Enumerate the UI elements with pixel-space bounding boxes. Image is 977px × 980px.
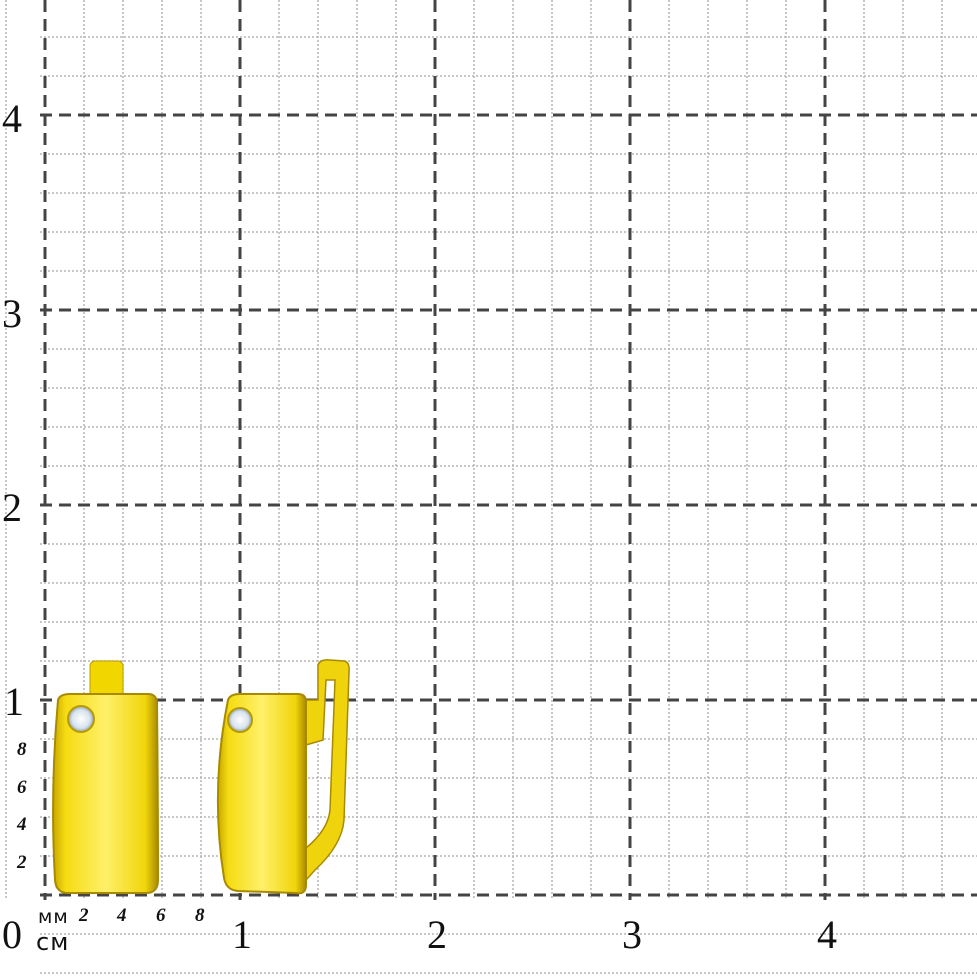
mm-x-label-4: 4: [117, 905, 127, 926]
earring-front: [52, 660, 160, 894]
cm-unit-label: см: [36, 928, 70, 956]
mm-y-label-8: 8: [17, 739, 27, 760]
mm-x-label-6: 6: [156, 905, 166, 926]
gem-icon: [227, 707, 253, 733]
mm-unit-label: мм: [38, 906, 69, 928]
cm-y-label-1: 1: [4, 679, 24, 724]
mm-y-label-2: 2: [17, 852, 27, 873]
cm-y-label-2: 2: [2, 485, 22, 530]
gem-icon: [67, 705, 95, 733]
earring-side: [216, 659, 350, 895]
cm-x-label-1: 1: [232, 912, 252, 957]
cm-x-label-2: 2: [427, 912, 447, 957]
mm-x-label-8: 8: [195, 905, 205, 926]
mm-y-label-4: 4: [17, 814, 27, 835]
cm-y-label-3: 3: [2, 291, 22, 336]
mm-y-label-6: 6: [17, 777, 27, 798]
cm-x-label-3: 3: [622, 912, 642, 957]
cm-label-0: 0: [2, 912, 22, 957]
cm-x-label-4: 4: [817, 912, 837, 957]
mm-x-label-2: 2: [79, 905, 89, 926]
cm-y-label-4: 4: [2, 96, 22, 141]
